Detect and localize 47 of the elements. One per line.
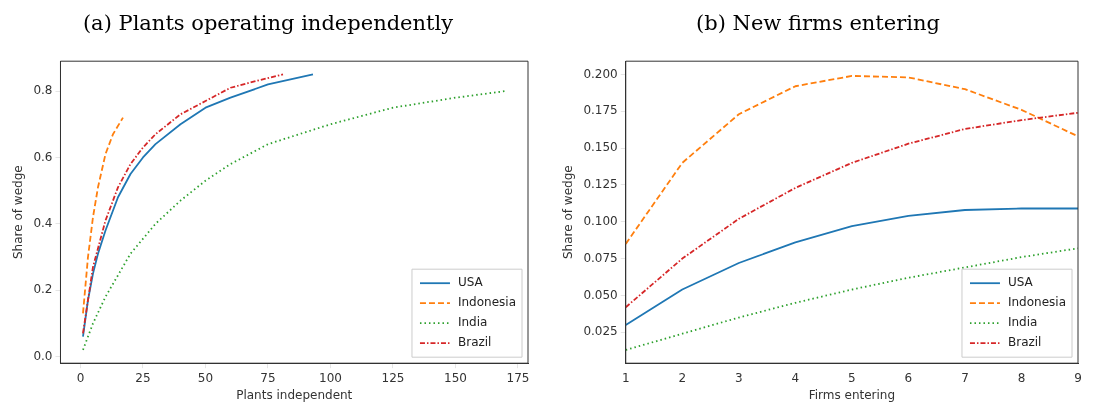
legend-label: Indonesia [1007,295,1066,310]
y-tick-label: 0.8 [33,83,53,98]
y-tick-label: 0.150 [583,140,618,155]
x-tick-label: 9 [1074,370,1082,385]
x-tick-label: 1 [621,370,630,385]
x-tick-label: 4 [791,370,800,385]
y-axis-title: Share of wedge [11,165,26,260]
x-tick-label: 25 [135,370,151,385]
x-axis-title: Firms entering [808,387,896,402]
x-tick-label: 125 [381,370,405,385]
y-tick-label: 0.025 [583,324,618,339]
y-tick-label: 0.2 [33,282,53,297]
x-tick-label: 175 [506,370,530,385]
x-tick-label: 50 [197,370,214,385]
y-tick-label: 0.4 [33,215,53,230]
x-tick-label: 6 [904,370,913,385]
legend-label: Brazil [1007,335,1042,350]
y-tick-label: 0.175 [583,103,618,118]
y-tick-label: 0.200 [583,66,618,81]
legend-label: USA [457,275,484,290]
legend-label: Indonesia [457,295,516,310]
y-tick-label: 0.100 [583,213,618,228]
x-tick-label: 100 [319,370,342,385]
legend-label: India [457,315,488,330]
x-tick-label: 8 [1017,370,1026,385]
y-tick-label: 0.075 [583,250,618,265]
x-tick-label: 2 [678,370,687,385]
line-series [624,111,1079,309]
y-tick-label: 0.050 [583,287,618,302]
y-tick-label: 0.6 [33,149,53,164]
chart-title: (a) Plants operating independently [82,11,454,36]
y-tick-label: 0.125 [583,177,618,192]
chart-title: (b) New firms entering [696,11,940,36]
line-series [624,75,1079,245]
x-tick-label: 5 [848,370,856,385]
y-tick-label: 0.0 [33,348,53,363]
x-tick-label: 75 [260,370,276,385]
y-axis-title: Share of wedge [561,165,576,260]
x-axis-title: Plants independent [236,387,353,402]
x-tick-label: 0 [76,370,85,385]
x-tick-label: 150 [444,370,467,385]
legend-label: USA [1007,275,1034,290]
legend-label: Brazil [457,335,492,350]
legend-label: India [1007,315,1038,330]
line-series [82,116,124,315]
x-tick-label: 3 [734,370,743,385]
x-tick-label: 7 [961,370,969,385]
